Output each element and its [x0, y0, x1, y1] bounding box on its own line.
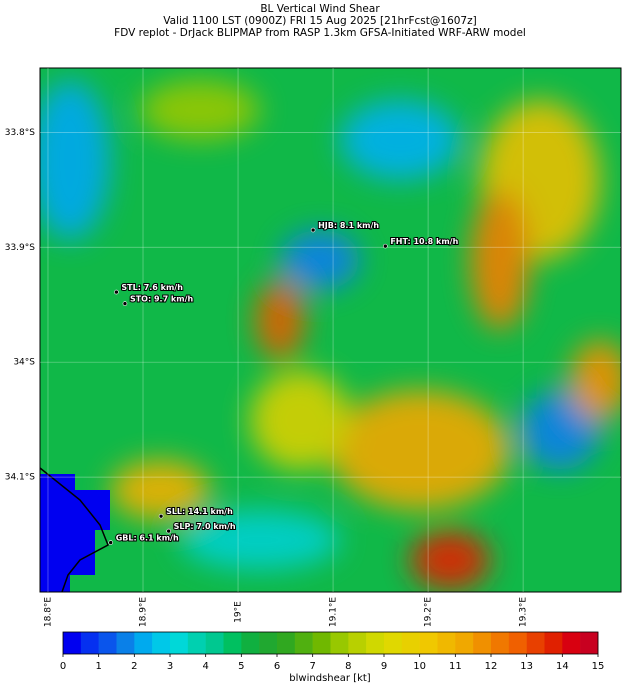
colorbar-tick-label: 1	[95, 661, 101, 672]
colorbar-segment	[473, 632, 492, 654]
colorbar-segment	[437, 632, 456, 654]
colorbar-tick-label: 3	[167, 661, 173, 672]
station-label: GBL: 6.1 km/h	[116, 534, 179, 543]
colorbar-segment	[312, 632, 331, 654]
station-dot	[310, 227, 316, 233]
colorbar-tick-label: 5	[238, 661, 244, 672]
colorbar-frame	[62, 631, 599, 655]
title: BL Vertical Wind Shear	[260, 3, 380, 15]
station-dot	[122, 301, 128, 306]
title: FDV replot - DrJack BLIPMAP from RASP 1.…	[114, 27, 526, 39]
colorbar-segment	[348, 632, 367, 654]
colorbar-segment	[526, 632, 545, 654]
colorbar-segment	[187, 632, 206, 654]
colorbar-segment	[491, 632, 510, 654]
colorbar-segment	[277, 632, 296, 654]
colorbar-segment	[98, 632, 117, 654]
colorbar-tick-label: 0	[60, 661, 66, 672]
colorbar-segment	[152, 632, 171, 654]
colorbar-segment	[134, 632, 153, 654]
x-tick-label: 18.8°E	[43, 597, 53, 628]
colorbar-segment	[63, 632, 82, 654]
colorbar-segment	[562, 632, 581, 654]
x-tick-label: 19.2°E	[424, 597, 434, 628]
colorbar-segment	[223, 632, 242, 654]
colorbar-segment	[455, 632, 474, 654]
colorbar-segment	[205, 632, 224, 654]
colorbar-tick-label: 14	[556, 661, 569, 672]
colorbar-label: blwindshear [kt]	[289, 673, 371, 684]
station-dot	[108, 540, 114, 545]
colorbar-segment	[544, 632, 563, 654]
colorbar-segment	[116, 632, 135, 654]
colorbar-tick-label: 2	[131, 661, 137, 672]
station-dot	[158, 513, 164, 519]
station-dot	[166, 528, 171, 534]
colorbar-tick-label: 9	[381, 661, 387, 672]
colorbar-segment	[366, 632, 385, 654]
station-dot	[114, 289, 119, 295]
colorbar-segment	[294, 632, 313, 654]
colorbar-tick-label: 13	[520, 661, 533, 672]
station-label: HJB: 8.1 km/h	[318, 221, 379, 230]
x-tick-label: 19°E	[234, 601, 244, 623]
colorbar-tick-label: 7	[309, 661, 315, 672]
colorbar-tick-label: 6	[274, 661, 280, 672]
colorbar-segment	[580, 632, 599, 654]
map-field	[40, 68, 621, 592]
colorbar-segment	[259, 632, 278, 654]
colorbar-segment	[330, 632, 349, 654]
colorbar-segment	[508, 632, 527, 654]
x-tick-label: 18.9°E	[139, 597, 149, 628]
colorbar-tick-label: 11	[449, 661, 462, 672]
colorbar-tick-label: 8	[345, 661, 351, 672]
x-tick-label: 19.3°E	[519, 597, 529, 628]
y-tick-label: 34°S	[13, 358, 35, 368]
y-tick-label: 33.8°S	[5, 128, 36, 138]
x-tick-label: 19.1°E	[329, 597, 339, 628]
y-tick-label: 34.1°S	[5, 473, 36, 483]
station-label: STO: 9.7 km/h	[130, 295, 194, 304]
colorbar-segment	[384, 632, 403, 654]
map-frame	[39, 67, 622, 593]
y-tick-label: 33.9°S	[5, 243, 36, 253]
title: Valid 1100 LST (0900Z) FRI 15 Aug 2025 […	[163, 15, 476, 27]
colorbar-tick-label: 12	[485, 661, 498, 672]
colorbar-segment	[419, 632, 438, 654]
colorbar-tick-label: 15	[592, 661, 605, 672]
station-label: SLL: 14.1 km/h	[166, 507, 233, 516]
colorbar-tick-label: 4	[202, 661, 208, 672]
station-label: FHT: 10.8 km/h	[390, 237, 458, 246]
station-dot	[383, 243, 388, 249]
colorbar-segment	[241, 632, 260, 654]
colorbar-segment	[401, 632, 420, 654]
colorbar-segment	[170, 632, 189, 654]
station-label: SLP: 7.0 km/h	[174, 522, 236, 531]
colorbar-segment	[80, 632, 99, 654]
colorbar-tick-label: 10	[413, 661, 426, 672]
station-label: STL: 7.6 km/h	[121, 283, 183, 292]
